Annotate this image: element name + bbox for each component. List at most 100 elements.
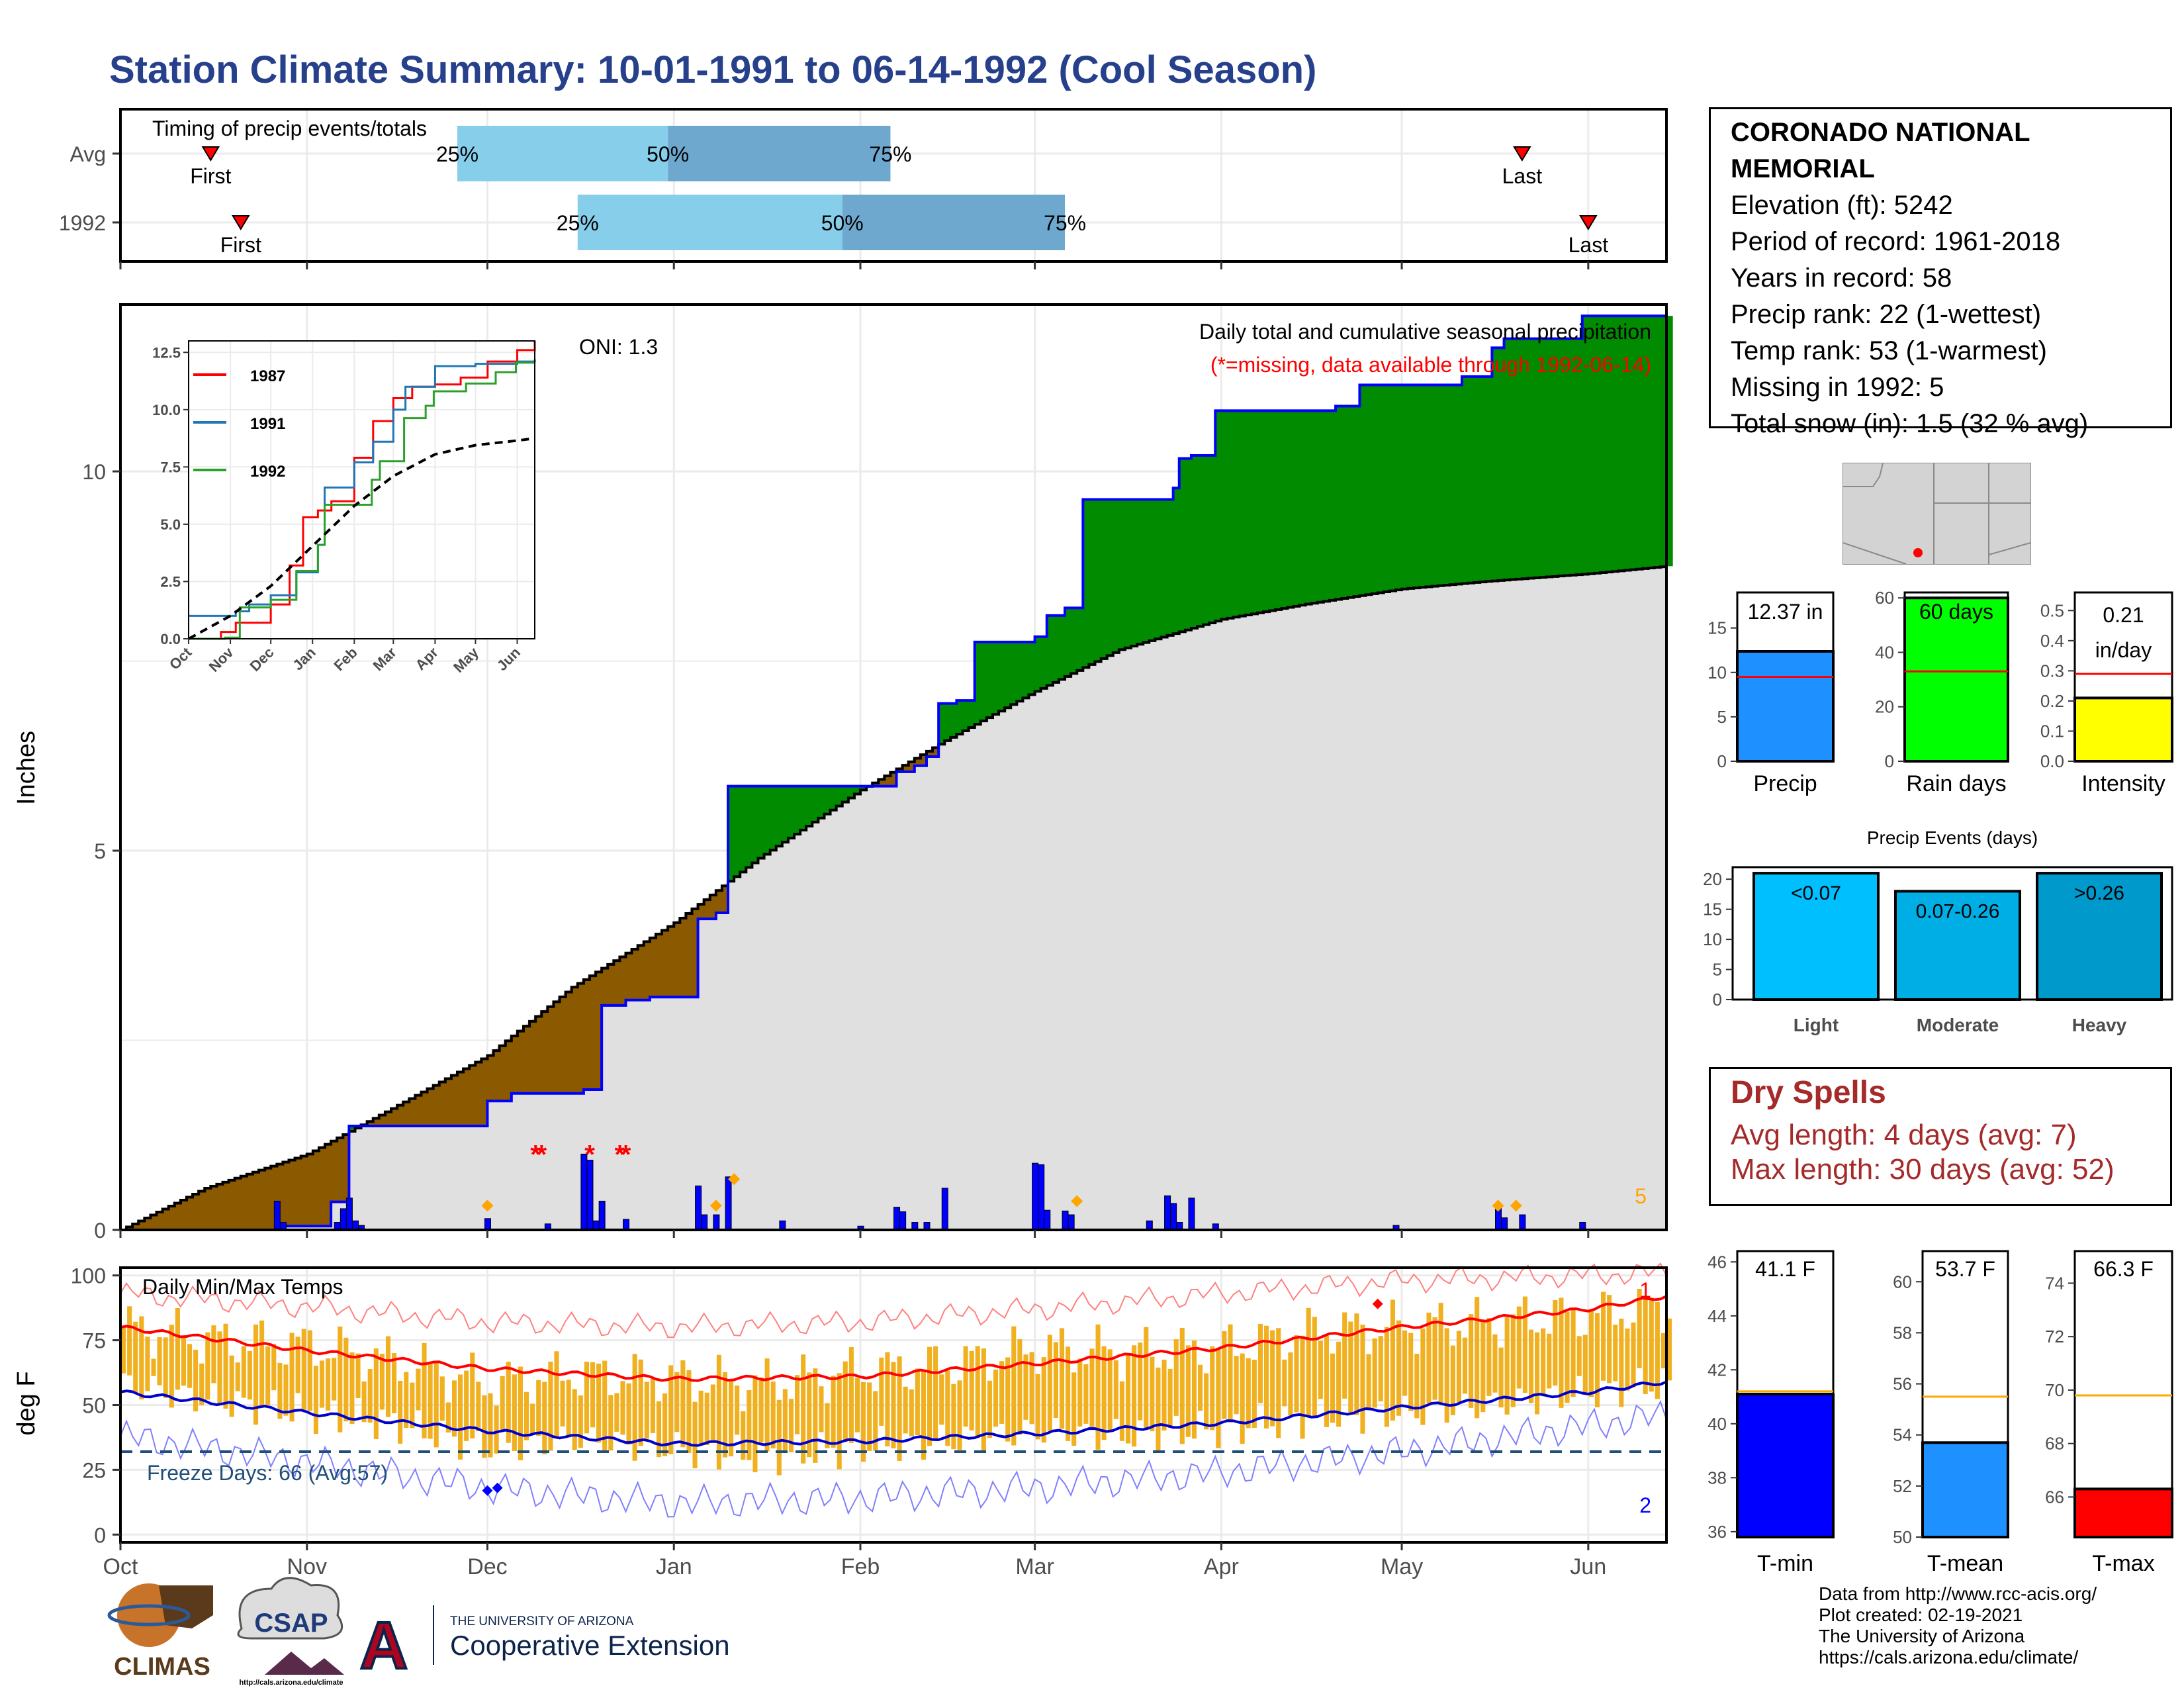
above-average-fill xyxy=(1600,316,1607,573)
daily-temp-bar xyxy=(1475,1297,1480,1419)
above-average-fill xyxy=(1437,385,1445,586)
above-average-fill xyxy=(1173,488,1180,634)
daily-temp-bar xyxy=(1492,1334,1498,1393)
above-average-fill xyxy=(1197,455,1204,627)
above-average-fill xyxy=(1143,499,1150,643)
daily-temp-bar xyxy=(662,1393,668,1456)
below-average-fill xyxy=(300,1156,308,1227)
summary-value-label: 60 days xyxy=(1919,600,1993,624)
daily-temp-bar xyxy=(392,1353,397,1413)
daily-temp-bar xyxy=(668,1365,674,1454)
precip-ytick-label: 5 xyxy=(94,839,106,863)
above-average-fill xyxy=(1426,385,1433,587)
below-average-fill xyxy=(890,772,897,786)
below-average-fill xyxy=(523,1026,530,1094)
below-average-fill xyxy=(283,1162,290,1227)
record-high-count: 1 xyxy=(1639,1278,1651,1302)
daily-temp-bar xyxy=(807,1372,812,1458)
daily-temp-bar xyxy=(1029,1352,1034,1425)
daily-temp-bar xyxy=(1643,1297,1648,1394)
station-years: Years in record: 58 xyxy=(1731,263,1952,293)
above-average-fill xyxy=(1648,316,1655,568)
below-average-fill xyxy=(487,1055,494,1102)
daily-temp-bar xyxy=(1107,1349,1113,1432)
daily-temp-bar xyxy=(1240,1353,1245,1444)
month-xtick-label: Nov xyxy=(287,1554,327,1579)
map-state-borders xyxy=(1843,463,2030,564)
daily-temp-bar xyxy=(915,1368,920,1436)
below-average-fill xyxy=(193,1194,199,1230)
daily-temp-bar xyxy=(963,1346,968,1427)
temp-value-bar xyxy=(1921,1441,2009,1538)
daily-temp-bar xyxy=(1547,1333,1552,1389)
daily-temp-bar xyxy=(933,1346,938,1440)
daily-temp-bar xyxy=(313,1366,318,1434)
below-average-fill xyxy=(144,1217,152,1230)
ua-logo-line2: Cooperative Extension xyxy=(450,1630,730,1661)
daily-temp-bar xyxy=(1210,1346,1215,1430)
above-average-fill xyxy=(1034,636,1042,692)
above-average-fill xyxy=(1486,376,1493,582)
daily-temp-bar xyxy=(692,1401,698,1469)
above-average-fill xyxy=(1101,499,1108,659)
above-average-fill xyxy=(1455,385,1463,585)
temp-box-ytick-label: 60 xyxy=(1893,1272,1912,1291)
above-average-fill xyxy=(1474,376,1480,583)
above-average-fill xyxy=(734,786,741,877)
daily-temp-bar xyxy=(1372,1338,1377,1408)
above-average-fill xyxy=(1077,608,1083,671)
daily-temp-bar xyxy=(1005,1357,1011,1442)
dry-spells-box: Dry Spells Avg length: 4 days (avg: 7) M… xyxy=(1709,1067,2172,1206)
daily-temp-bar xyxy=(542,1382,547,1454)
daily-temp-bar xyxy=(121,1327,126,1374)
daily-precip-bar xyxy=(701,1214,708,1231)
timing-panel-title: Timing of precip events/totals xyxy=(152,117,427,140)
below-average-fill xyxy=(289,1160,296,1227)
daily-temp-bar xyxy=(458,1374,463,1460)
above-average-fill xyxy=(1107,499,1114,656)
above-average-fill xyxy=(752,786,759,863)
above-average-fill xyxy=(1642,316,1649,569)
daily-temp-bar xyxy=(891,1362,896,1449)
daily-temp-bar xyxy=(271,1344,277,1391)
above-average-fill xyxy=(1636,316,1643,569)
daily-temp-bar xyxy=(379,1354,385,1410)
below-average-fill xyxy=(596,972,602,1090)
climas-logo-shape xyxy=(159,1585,213,1628)
below-average-fill xyxy=(234,1178,242,1230)
above-average-fill xyxy=(854,786,861,794)
daily-temp-bar xyxy=(1444,1328,1449,1423)
daily-temp-bar xyxy=(608,1395,614,1451)
daily-temp-bar xyxy=(422,1342,427,1438)
above-average-fill xyxy=(1594,316,1601,573)
dry-spells-title: Dry Spells xyxy=(1731,1075,1886,1110)
timing-q50-label: 50% xyxy=(821,211,864,235)
temp-box-ytick-label: 46 xyxy=(1707,1252,1727,1272)
temp-box-label: T-mean xyxy=(1927,1551,2003,1576)
above-average-fill xyxy=(1522,338,1529,579)
daily-temp-bar xyxy=(770,1382,776,1449)
summary-ytick-label: 0.1 xyxy=(2040,721,2064,741)
below-average-fill xyxy=(493,1051,500,1102)
below-average-fill xyxy=(662,930,668,998)
daily-temp-bar xyxy=(584,1361,589,1434)
below-average-fill xyxy=(692,909,699,998)
daily-precip-bar xyxy=(345,1197,353,1231)
above-average-fill xyxy=(1666,316,1673,567)
daily-precip-bar xyxy=(713,1214,720,1231)
above-average-fill xyxy=(1023,641,1030,698)
daily-precip-bar xyxy=(1164,1195,1171,1231)
below-average-fill xyxy=(908,761,915,772)
events-bar-range: 0.07-0.26 xyxy=(1916,900,2000,922)
daily-temp-bar xyxy=(1161,1360,1167,1431)
daily-temp-bar xyxy=(1366,1354,1371,1411)
daily-temp-bar xyxy=(338,1326,343,1432)
inset-series-line-1991 xyxy=(189,359,536,617)
above-average-fill xyxy=(1269,410,1276,611)
daily-temp-bar xyxy=(127,1306,132,1376)
below-average-fill xyxy=(541,1011,548,1094)
daily-temp-bar xyxy=(523,1391,529,1440)
credit-line: Plot created: 02-19-2021 xyxy=(1819,1605,2023,1625)
daily-temp-bar xyxy=(1516,1306,1522,1389)
daily-temp-bar xyxy=(1607,1295,1612,1383)
